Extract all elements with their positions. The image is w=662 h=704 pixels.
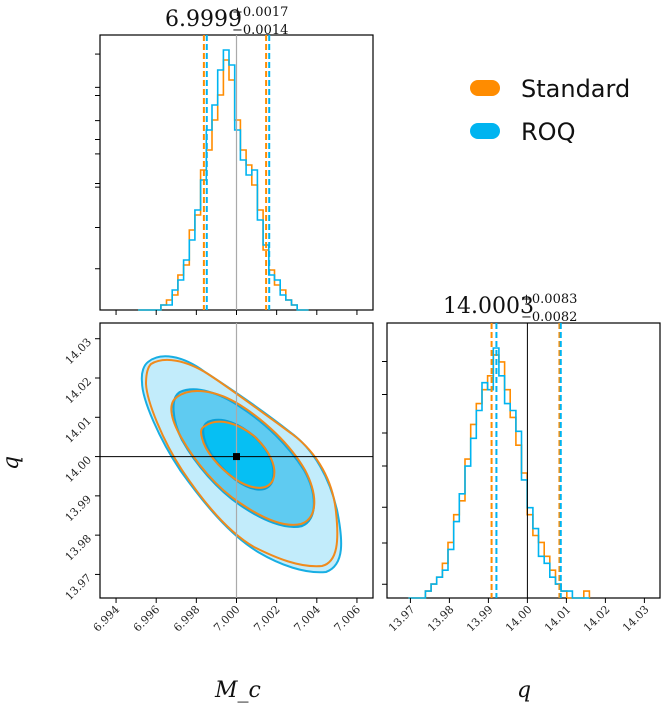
- legend-label-roq: ROQ: [521, 118, 575, 146]
- q-title-minus: −0.0082: [521, 310, 577, 325]
- q-ytick-label-4: 14.01: [63, 414, 94, 445]
- mc-histogram: [138, 35, 309, 311]
- mc-title-minus: −0.0014: [232, 23, 288, 38]
- q-xtick-label-5: 14.02: [581, 603, 612, 634]
- q-ytick-label-3: 14.00: [63, 454, 94, 485]
- q-ytick-label-1: 13.98: [63, 532, 94, 563]
- mc-xtick-label-0: 6.994: [91, 603, 122, 634]
- truth-marker: [233, 453, 240, 461]
- mc-xtick-label-4: 7.002: [251, 603, 282, 634]
- q-xtick-label-3: 14.00: [503, 603, 534, 634]
- q-xtick-label-1: 13.98: [425, 603, 456, 634]
- q-title-plus: +0.0083: [521, 292, 577, 307]
- mc-xtick-label-5: 7.004: [291, 603, 322, 634]
- q-histogram: [408, 323, 591, 599]
- standard-contour-1sigma: [200, 420, 276, 489]
- mc-title-median: 6.9999: [165, 7, 242, 32]
- q-ytick-label-6: 14.03: [63, 336, 94, 367]
- legend-label-standard: Standard: [521, 75, 630, 103]
- q-xtick-label-2: 13.99: [464, 603, 495, 634]
- mc-xtick-label-2: 6.998: [171, 603, 202, 634]
- mc-hist-standard: [138, 59, 309, 311]
- q-title: 14.0003 +0.0083 −0.0082: [443, 292, 577, 325]
- q-ytick-label-0: 13.97: [63, 571, 94, 602]
- legend-swatch-roq: [470, 123, 500, 139]
- q-xtick-label-0: 13.97: [386, 603, 417, 634]
- x-axis-label-q: q: [517, 678, 531, 703]
- mc-xtick-label-3: 7.000: [211, 603, 242, 634]
- y-axis-label-q: q: [0, 456, 24, 470]
- joint-contours: [140, 355, 343, 574]
- q-hist-roq: [408, 347, 590, 599]
- q-xtick-label-4: 14.01: [542, 603, 573, 634]
- mc-xtick-label-1: 6.996: [131, 603, 162, 634]
- standard-contour-2sigma: [170, 390, 316, 526]
- legend-swatch-standard: [470, 80, 500, 96]
- legend: Standard ROQ: [470, 75, 630, 146]
- q-ytick-label-2: 13.99: [63, 493, 94, 524]
- mc-hist-roq: [138, 49, 309, 311]
- x-axis-label-mc: M_c: [214, 678, 261, 703]
- q-ytick-label-5: 14.02: [63, 375, 94, 406]
- mc-title: 6.9999 +0.0017 −0.0014: [165, 5, 288, 38]
- q-hist-standard: [408, 354, 591, 599]
- q-hist-frame: [386, 322, 661, 599]
- q-xtick-label-6: 14.03: [620, 603, 651, 634]
- mc-xtick-label-6: 7.006: [332, 603, 363, 634]
- q-title-median: 14.0003: [443, 294, 534, 319]
- mc-title-plus: +0.0017: [232, 5, 288, 20]
- mc-label-text: M_c: [214, 678, 261, 703]
